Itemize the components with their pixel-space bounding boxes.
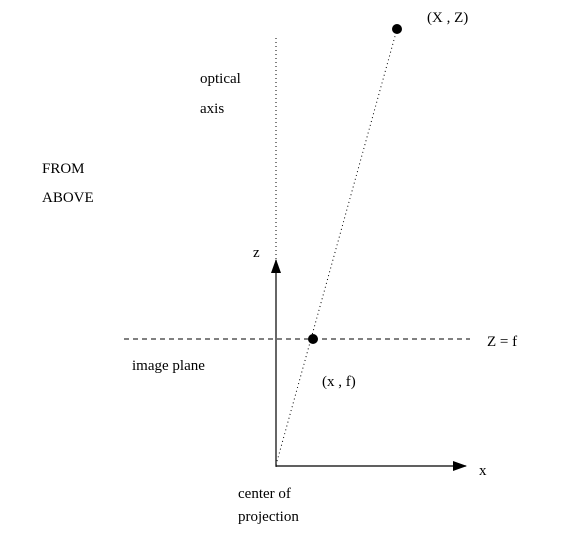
world-point-label: (X , Z) — [427, 10, 468, 26]
image-plane-label: image plane — [132, 358, 205, 374]
image-point — [308, 334, 318, 344]
center-of-projection-label-line1: center of — [238, 486, 291, 502]
image-plane-equation: Z = f — [487, 334, 517, 350]
center-of-projection-label-line2: projection — [238, 509, 299, 525]
optical-axis-label-line1: optical — [200, 71, 241, 87]
view-label-from: FROM — [42, 161, 85, 177]
image-point-label: (x , f) — [322, 374, 356, 390]
world-point — [392, 24, 402, 34]
x-axis-label: x — [479, 463, 487, 479]
projection-ray — [275, 28, 398, 466]
optical-axis-label-line2: axis — [200, 101, 224, 117]
z-axis-label: z — [253, 245, 260, 261]
view-label-above: ABOVE — [42, 190, 94, 206]
